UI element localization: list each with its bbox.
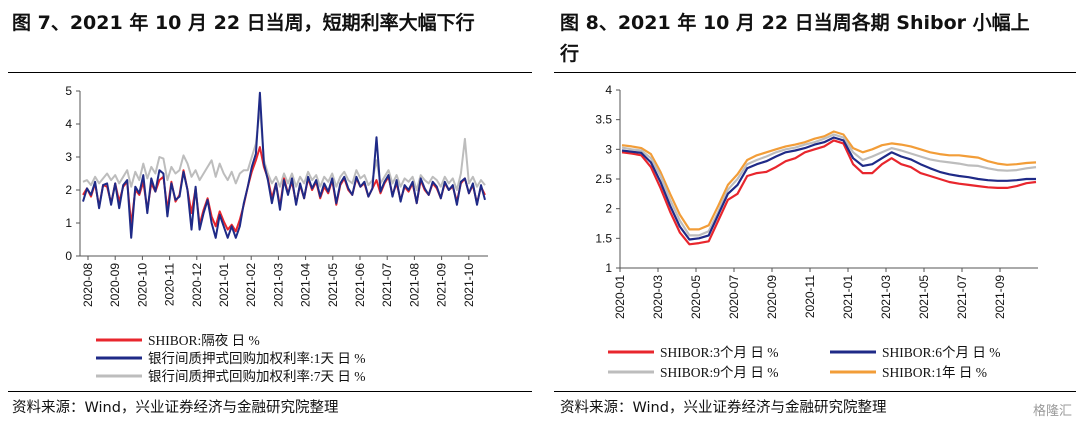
right-legend-label-4: SHIBOR:1年 日 % [882,365,987,380]
left-series-line-3 [82,91,486,239]
right-y-tick-label: 2.5 [595,172,612,186]
right-x-tick-label: 2020-03 [651,275,665,319]
left-x-tick-label: 2021-04 [299,263,313,307]
right-legend-label-1: SHIBOR:3个月 日 % [660,345,779,360]
right-chart-title-line1: 图 8、2021 年 10 月 22 日当周各期 Shibor 小幅上 [560,12,1030,34]
right-y-tick-label: 2 [605,202,612,216]
left-title-rule [8,72,532,73]
left-x-tick-label: 2021-02 [244,263,258,307]
left-y-tick-label: 0 [65,249,72,263]
left-chart-title: 图 7、2021 年 10 月 22 日当周，短期利率大幅下行 [12,12,475,34]
left-x-tick-label: 2021-10 [462,263,476,307]
right-y-tick-label: 4 [605,83,612,97]
left-y-tick-label: 2 [65,183,72,197]
right-series-line-1 [621,130,1037,231]
right-y-tick-label: 1.5 [595,231,612,245]
right-chart-title: 图 8、2021 年 10 月 22 日当周各期 Shibor 小幅上 行 [560,8,1030,70]
right-x-tick-label: 2020-07 [727,275,741,319]
left-x-tick-label: 2020-08 [81,263,95,307]
right-source-note: 资料来源：Wind，兴业证券经济与金融研究院整理 [560,400,887,416]
right-legend-label-2: SHIBOR:6个月 日 % [882,345,1001,360]
watermark-logo: 格隆汇 [1032,404,1072,419]
left-line-chart: 0 1 2 3 4 5 2020-08 2020-09 2020-10 2020-11 2020-1… [65,84,488,384]
right-series-line-3 [621,139,1037,246]
left-legend-label-2: 银行间质押式回购加权利率:1天 日 % [148,350,366,366]
left-x-tick-label: 2021-03 [271,263,285,307]
right-chart-title-line2: 行 [560,43,580,65]
left-x-tick-label: 2021-06 [353,263,367,307]
right-x-tick-label: 2021-05 [917,275,931,319]
left-x-tick-label: 2021-01 [217,263,231,307]
left-x-tick-label: 2021-05 [326,263,340,307]
left-x-tick-label: 2021-07 [380,263,394,307]
right-x-tick-label: 2021-07 [955,275,969,319]
left-source-rule [8,391,532,392]
right-x-tick-label: 2020-05 [689,275,703,319]
left-y-tick-label: 3 [65,150,72,164]
left-x-tick-label: 2021-08 [407,263,421,307]
right-x-tick-label: 2021-09 [993,275,1007,319]
right-line-chart: 1 1.5 2 2.5 3 3.5 4 2020-01 2020-03 2020-05 2020-0… [595,83,1038,380]
right-series-line-4 [621,136,1036,241]
left-x-tick-label: 2020-12 [190,263,204,307]
left-source-note: 资料来源：Wind，兴业证券经济与金融研究院整理 [12,400,339,416]
right-x-tick-label: 2020-01 [613,275,627,319]
left-legend-label-3: 银行间质押式回购加权利率:7天 日 % [148,368,366,384]
left-x-tick-label: 2020-09 [108,263,122,307]
right-source-rule [554,391,1076,392]
right-y-tick-label: 3.5 [595,113,612,127]
left-y-tick-label: 4 [65,117,72,131]
left-x-tick-label: 2020-10 [135,263,149,307]
left-y-tick-label: 5 [65,84,72,98]
right-x-tick-label: 2021-01 [841,275,855,319]
right-x-tick-label: 2021-03 [879,275,893,319]
left-x-tick-label: 2020-11 [163,263,177,306]
right-x-tick-label: 2020-09 [765,275,779,319]
right-x-tick-label: 2020-11 [803,275,817,318]
left-series-line-1 [82,106,486,191]
right-title-rule [554,72,1076,73]
right-series-line-2 [621,133,1037,237]
left-chart-panel: 图 7、2021 年 10 月 22 日当周，短期利率大幅下行 0 1 2 3 4 5 20… [0,0,536,425]
right-legend-label-3: SHIBOR:9个月 日 % [660,365,779,380]
right-y-tick-label: 1 [605,261,612,275]
right-y-tick-label: 3 [605,142,612,156]
left-y-tick-label: 1 [65,216,72,230]
left-x-tick-label: 2021-09 [435,263,449,307]
left-legend-label-1: SHIBOR:隔夜 日 % [148,333,260,348]
